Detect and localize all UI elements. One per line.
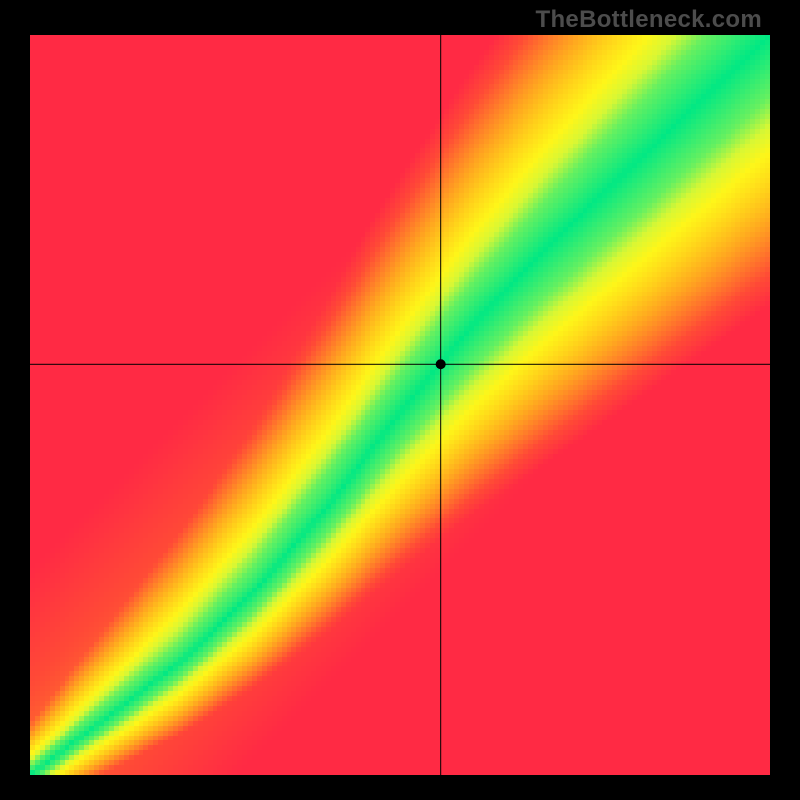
watermark-text: TheBottleneck.com [536,6,762,34]
bottleneck-heatmap [0,0,800,800]
